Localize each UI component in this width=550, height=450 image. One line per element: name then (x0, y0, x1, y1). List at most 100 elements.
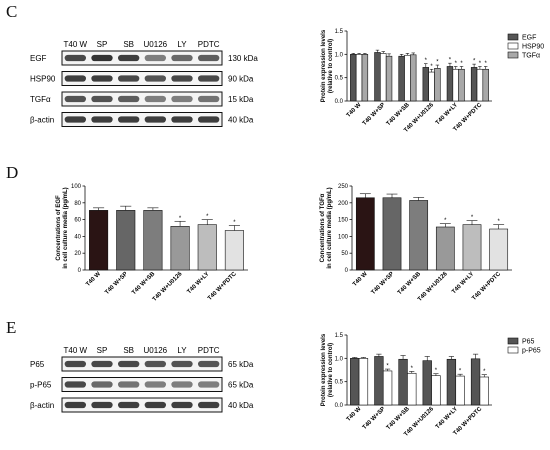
category-label: T40 W (346, 406, 363, 423)
lane-label: PDTC (198, 40, 220, 49)
lane-label: LY (177, 346, 187, 355)
blot-strip (61, 50, 223, 66)
legend-swatch (507, 42, 519, 50)
blot-strip (61, 377, 223, 392)
y-tick-label: 0 (345, 268, 349, 274)
blot-row-label: P65 (30, 360, 45, 369)
blot-band (171, 381, 193, 388)
bar-egf (422, 67, 429, 102)
lane-label: SB (123, 346, 134, 355)
bar-p-p65 (455, 375, 465, 406)
bar-p65 (350, 358, 360, 406)
y-axis-label-line: (relative to control) (328, 343, 334, 397)
y-axis-label: Protein expression levels(relative to co… (321, 29, 334, 102)
category-label: T40 W+SP (104, 271, 129, 296)
bar-tgf- (482, 68, 489, 102)
bar (355, 197, 375, 271)
category-label: T40 W+SP (371, 271, 396, 296)
y-tick-label: 250 (338, 184, 349, 190)
significance-marker: * (435, 368, 438, 374)
blot-e: T40 W SP SB U0126 LY PDTC P65 65 kDa p-P65 65 kDa… (30, 346, 254, 413)
category-label: T40 W+U0126 (152, 271, 184, 303)
blot-band (144, 75, 166, 82)
blot-band (91, 95, 113, 103)
bar-hsp90 (355, 54, 363, 102)
y-tick-label: 60 (74, 218, 81, 224)
blot-band (118, 75, 140, 82)
category-label: T40 W+SB (131, 271, 157, 297)
blot-c: T40 W SP SB U0126 LY PDTC EGF 130 kDa HSP90 90 kD… (30, 40, 258, 127)
category-label: T40 W+PDTC (207, 271, 238, 302)
blot-band (64, 95, 86, 103)
chart-d2: 0 50 100 150 200 250 Concentrations of TGFαin … (320, 184, 512, 303)
bar-tgf- (385, 55, 393, 102)
legend-label: HSP90 (522, 44, 544, 51)
y-tick-label: 50 (341, 251, 348, 257)
blot-band (64, 75, 86, 82)
blot-band (144, 381, 166, 388)
kda-label: 15 kDa (228, 95, 254, 104)
significance-marker: * (455, 61, 458, 67)
category-label: T40 W+SB (386, 406, 412, 432)
significance-marker: * (473, 59, 476, 65)
legend-label: P65 (522, 339, 535, 346)
blot-strip (61, 112, 223, 127)
y-axis-label-line: (relative to control) (328, 39, 334, 93)
panel-letter-d: D (6, 163, 19, 182)
lane-label: SP (97, 346, 108, 355)
bar-tgf- (410, 54, 417, 102)
blot-band (171, 54, 193, 62)
bar-hsp90 (404, 54, 411, 102)
lane-label: LY (177, 40, 187, 49)
category-label: T40 W (346, 102, 363, 119)
category-label: T40 W+LY (451, 271, 475, 295)
bar-p-p65 (479, 376, 489, 406)
legend-swatch (507, 33, 519, 41)
bar-hsp90 (476, 68, 484, 102)
lane-label: T40 W (64, 346, 88, 355)
bar (224, 230, 244, 271)
blot-row-label: HSP90 (30, 75, 56, 84)
legend-swatch (507, 346, 519, 354)
y-tick-label: 0.0 (335, 99, 344, 105)
y-axis-label: Concentrations of TGFαin cell culture me… (320, 187, 333, 268)
bar-p65 (398, 358, 408, 406)
blot-row-label: TGFα (30, 95, 51, 104)
y-tick-label: 150 (338, 218, 349, 224)
bar-p65 (446, 358, 457, 406)
kda-label: 130 kDa (228, 54, 258, 63)
blot-band (198, 95, 220, 103)
lane-label: PDTC (198, 346, 220, 355)
y-axis-label: Protein expression levels(relative to co… (321, 333, 334, 406)
bar-p65 (470, 358, 481, 406)
blot-band (91, 401, 113, 409)
blot-band (64, 401, 86, 409)
blot-row-label: β-actin (30, 401, 54, 410)
category-label: T40 W+SP (362, 102, 387, 127)
blot-band (91, 116, 113, 123)
bar-hsp90 (452, 68, 459, 102)
blot-band (118, 360, 140, 368)
lane-label: SP (97, 40, 108, 49)
blot-band (118, 401, 140, 409)
kda-label: 40 kDa (228, 116, 254, 125)
y-tick-label: 100 (71, 184, 82, 190)
blot-band (198, 54, 220, 62)
blot-band (198, 401, 220, 409)
bar-tgf- (434, 68, 441, 102)
y-tick-label: 100 (338, 234, 349, 240)
legend-label: TGFα (522, 53, 540, 60)
y-tick-label: 0 (78, 268, 82, 274)
bar (170, 226, 190, 271)
significance-marker: * (206, 214, 209, 220)
bar (409, 200, 429, 271)
y-tick-label: 1.0 (335, 356, 344, 362)
bar (143, 210, 163, 271)
significance-marker: * (459, 369, 462, 375)
blot-band (144, 54, 166, 62)
bar (116, 210, 136, 271)
significance-marker: * (430, 64, 433, 70)
y-tick-label: 20 (74, 251, 81, 257)
